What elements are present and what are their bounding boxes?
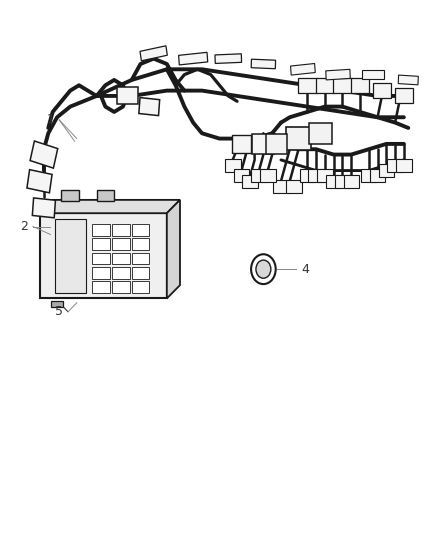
Bar bbox=[27, 169, 52, 193]
Bar bbox=[387, 159, 402, 172]
Bar bbox=[272, 180, 288, 193]
Bar bbox=[178, 52, 207, 65]
Polygon shape bbox=[39, 213, 166, 298]
Bar bbox=[30, 141, 57, 168]
Bar bbox=[394, 88, 412, 103]
Circle shape bbox=[251, 254, 275, 284]
Bar bbox=[290, 63, 314, 75]
Bar bbox=[242, 175, 258, 188]
Bar bbox=[112, 281, 129, 293]
Bar bbox=[92, 253, 110, 264]
Bar bbox=[131, 281, 149, 293]
Bar bbox=[138, 98, 159, 116]
Bar bbox=[140, 46, 167, 61]
Bar bbox=[92, 224, 110, 236]
Bar bbox=[131, 253, 149, 264]
Bar bbox=[378, 164, 393, 177]
Bar bbox=[131, 224, 149, 236]
Bar bbox=[215, 54, 241, 63]
Bar bbox=[92, 281, 110, 293]
Bar bbox=[252, 134, 274, 154]
Text: 5: 5 bbox=[55, 305, 63, 318]
Bar bbox=[297, 78, 316, 93]
Bar bbox=[117, 87, 138, 104]
Bar bbox=[233, 169, 249, 182]
Bar bbox=[51, 301, 63, 307]
Bar bbox=[259, 169, 275, 182]
Bar bbox=[92, 267, 110, 279]
Bar bbox=[334, 175, 350, 188]
Bar bbox=[307, 169, 323, 182]
Bar bbox=[350, 78, 368, 93]
Bar bbox=[397, 75, 417, 85]
Text: 4: 4 bbox=[300, 263, 308, 276]
Bar bbox=[55, 219, 85, 293]
Bar bbox=[61, 190, 79, 201]
Bar bbox=[308, 123, 331, 144]
Bar bbox=[286, 127, 310, 150]
Bar bbox=[131, 238, 149, 250]
Bar bbox=[325, 69, 350, 80]
Bar bbox=[316, 169, 332, 182]
Polygon shape bbox=[166, 200, 180, 298]
Bar bbox=[361, 70, 383, 79]
Bar bbox=[369, 169, 385, 182]
Bar bbox=[286, 180, 301, 193]
Bar bbox=[332, 78, 351, 93]
Text: 1: 1 bbox=[46, 114, 54, 126]
Bar bbox=[112, 238, 129, 250]
Bar bbox=[131, 267, 149, 279]
Circle shape bbox=[255, 260, 270, 278]
Bar bbox=[265, 134, 286, 154]
Bar bbox=[112, 267, 129, 279]
Text: 2: 2 bbox=[20, 220, 28, 233]
Bar bbox=[251, 169, 266, 182]
Bar bbox=[251, 59, 275, 69]
Bar bbox=[96, 190, 114, 201]
Bar bbox=[299, 169, 314, 182]
Bar bbox=[315, 78, 333, 93]
Bar bbox=[224, 159, 240, 172]
Bar bbox=[231, 134, 251, 154]
Bar bbox=[325, 175, 341, 188]
Polygon shape bbox=[39, 200, 180, 213]
Bar bbox=[32, 198, 55, 218]
Bar bbox=[343, 175, 358, 188]
Bar bbox=[92, 238, 110, 250]
Bar bbox=[396, 159, 411, 172]
Bar bbox=[372, 83, 390, 98]
Bar bbox=[112, 224, 129, 236]
Bar bbox=[360, 169, 375, 182]
Bar bbox=[112, 253, 129, 264]
